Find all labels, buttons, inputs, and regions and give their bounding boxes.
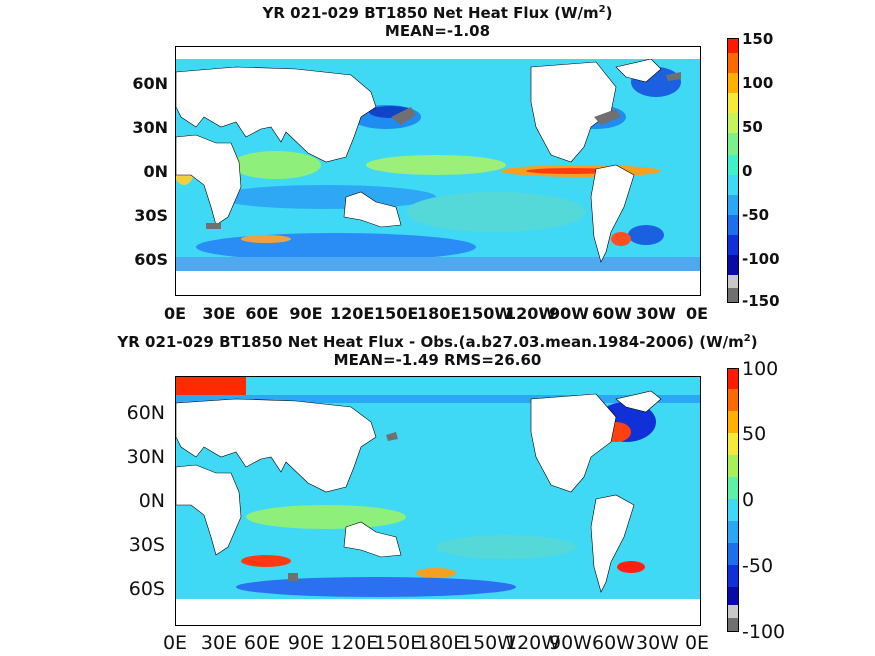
panel-2-cb-neg50: -50 [742, 555, 774, 577]
panel-2-map [175, 376, 701, 626]
panel-2-title: YR 021-029 BT1850 Net Heat Flux - Obs.(a… [0, 330, 875, 351]
panel-1-lon-120w: 120W [505, 304, 557, 323]
panel-2-lon-150e: 150E [374, 632, 423, 654]
panel-1-map [175, 46, 701, 296]
panel-2-colorbar-svg [728, 369, 738, 631]
panel-2-title-close: ) [750, 333, 758, 351]
panel-2-lon-150w: 150W [461, 632, 517, 654]
panel-1-lon-150w: 150W [461, 304, 513, 323]
panel-2-lon-120e: 120E [330, 632, 379, 654]
panel-2-lon-30w: 30W [636, 632, 679, 654]
panel-1-title: YR 021-029 BT1850 Net Heat Flux (W/m2) [0, 1, 875, 22]
panel-1-lon-0e: 0E [163, 304, 187, 323]
panel-1-lat-0n: 0N [143, 162, 168, 181]
panel-2-cb-100: 100 [742, 358, 779, 380]
panel-2-cb-0: 0 [742, 489, 755, 511]
panel-2-lon-90e: 90E [287, 632, 325, 654]
panel-1-cb-150: 150 [742, 30, 774, 48]
panel-2-cb-neg100: -100 [742, 621, 786, 643]
panel-1-title-text: YR 021-029 BT1850 Net Heat Flux (W/m [262, 4, 599, 22]
panel-2-lon-30e: 30E [200, 632, 238, 654]
panel-1-cb-neg150: -150 [742, 292, 780, 310]
panel-2-lon-180e: 180E [417, 632, 466, 654]
panel-2-lat-60n: 60N [126, 402, 165, 424]
panel-1-lon-0e-end: 0E [685, 304, 709, 323]
panel-1-lon-60e: 60E [245, 304, 279, 323]
panel-1-cb-neg100: -100 [742, 250, 780, 268]
panel-2-lon-60e: 60E [243, 632, 281, 654]
panel-1-map-svg [176, 47, 700, 295]
panel-2-lon-60w: 60W [592, 632, 635, 654]
panel-2-title-sup: 2 [743, 333, 751, 344]
panel-2-lat-30n: 30N [126, 446, 165, 468]
panel-1-lon-30w: 30W [636, 304, 676, 323]
panel-2-cb-50: 50 [742, 423, 767, 445]
panel-1-lon-90e: 90E [289, 304, 323, 323]
panel-2-lat-0n: 0N [138, 490, 165, 512]
panel-1-lat-60s: 60S [134, 250, 168, 269]
panel-2-lon-0e-end: 0E [684, 632, 710, 654]
panel-2-title-text: YR 021-029 BT1850 Net Heat Flux - Obs.(a… [117, 333, 744, 351]
panel-1-lon-180e: 180E [417, 304, 462, 323]
panel-1-lat-30s: 30S [134, 206, 168, 225]
panel-1-colorbar [727, 38, 739, 303]
panel-2-map-svg [176, 377, 700, 625]
panel-1-mean: MEAN=-1.08 [384, 22, 491, 40]
panel-1-colorbar-svg [728, 39, 738, 302]
panel-1-cb-50: 50 [742, 118, 763, 136]
panel-1-title-sup: 2 [598, 4, 606, 15]
panel-2-lon-120w: 120W [505, 632, 561, 654]
panel-1-cb-0: 0 [742, 162, 753, 180]
panel-2-lon-90w: 90W [549, 632, 592, 654]
panel-2-colorbar [727, 368, 739, 632]
panel-2-mean-rms: MEAN=-1.49 RMS=26.60 [333, 351, 542, 369]
panel-1-cb-neg50: -50 [742, 206, 770, 224]
panel-1-lon-30e: 30E [202, 304, 236, 323]
panel-1-lat-60n: 60N [132, 74, 168, 93]
panel-1-cb-100: 100 [742, 74, 774, 92]
panel-2-lon-0e: 0E [162, 632, 188, 654]
panel-1-title-close: ) [605, 4, 613, 22]
panel-2-lat-60s: 60S [128, 578, 165, 600]
panel-1-lon-90w: 90W [549, 304, 589, 323]
panel-1-lon-120e: 120E [330, 304, 375, 323]
panel-1-lat-30n: 30N [132, 118, 168, 137]
panel-2-lat-30s: 30S [128, 534, 165, 556]
panel-1-lon-60w: 60W [592, 304, 632, 323]
panel-1-lon-150e: 150E [374, 304, 419, 323]
